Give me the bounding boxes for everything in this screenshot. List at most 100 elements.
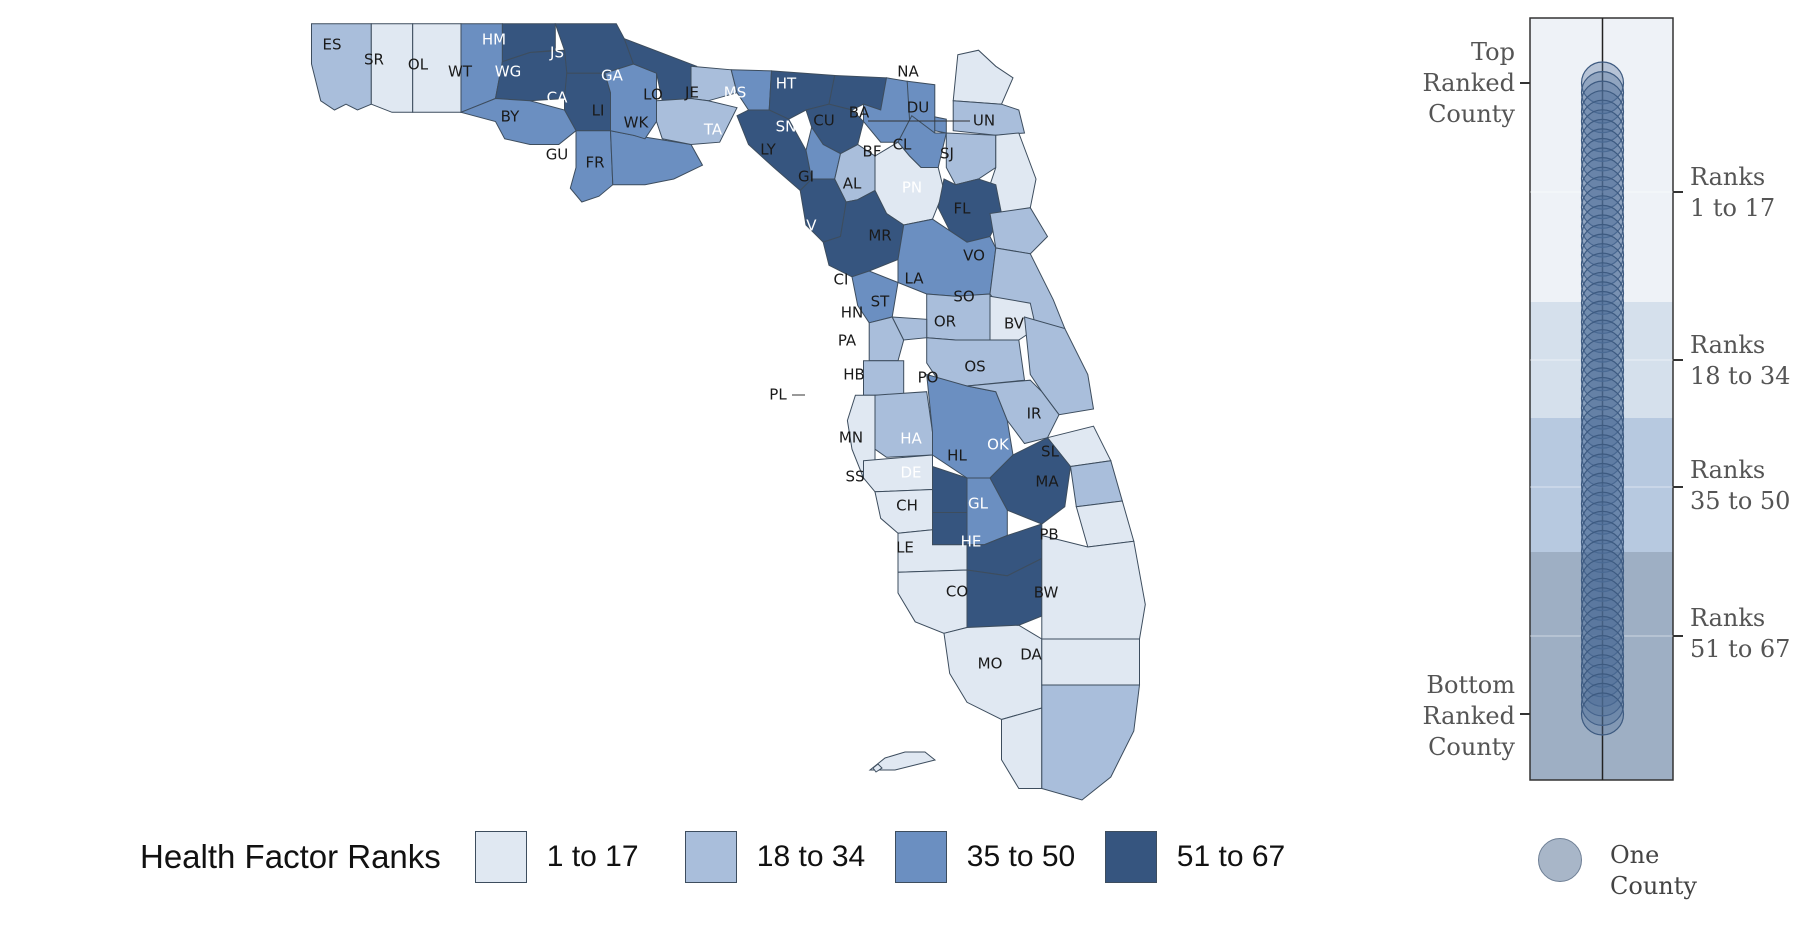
county-label-wg: WG [495,63,521,81]
legend-label-2: 18 to 34 [756,840,866,873]
county-label-ir: IR [1027,405,1042,423]
county-pb [1041,534,1146,640]
county-label-so: SO [953,288,974,306]
county-label-ms: MS [724,84,746,102]
county-label-ha: HA [900,430,922,448]
band-1-line-1: Ranks [1690,163,1766,191]
one-county-line-1: One [1610,841,1660,869]
county-label-mr: MR [868,227,891,245]
legend-swatch-4 [1104,831,1157,883]
county-label-pl: PL [769,386,787,404]
county-pa [863,360,905,396]
county-un [934,116,947,134]
legend-swatch-1 [474,831,527,883]
legend-swatch-3 [894,831,947,883]
bottom-ranked-label: Bottom Ranked County [1405,670,1516,763]
county-lv [822,189,905,278]
county-na [952,49,1014,105]
county-du [952,100,1026,136]
county-le [897,569,968,634]
legend-label-3: 35 to 50 [966,840,1076,873]
county-fl [989,207,1049,255]
county-mn [863,454,933,493]
county-label-st: ST [871,293,891,311]
county-label-ch: CH [896,497,918,515]
band-label-1: Ranks 1 to 17 [1690,162,1775,224]
county-rank-dot [1580,682,1625,727]
county-label-wt: WT [448,63,473,81]
county-label-da: DA [1020,646,1042,664]
county-label-na: NA [897,63,919,81]
county-label-es: ES [323,36,342,54]
map-legend: Health Factor Ranks 1 to 17 18 to 34 35 … [140,822,1315,892]
band-label-3: Ranks 35 to 50 [1690,455,1790,517]
strip-band-1 [1530,18,1673,302]
county-label-lv: LV [800,217,818,235]
county-label-gu: GU [546,146,569,164]
legend-title: Health Factor Ranks [140,838,441,875]
county-label-ol: OL [408,56,429,74]
county-label-js: JS [549,44,564,62]
one-county-line-2: County [1610,872,1697,900]
top-ranked-label: Top Ranked County [1405,37,1516,130]
band-label-2: Ranks 18 to 34 [1690,330,1790,392]
county-sr [370,23,414,113]
one-county-label: One County [1610,840,1697,902]
county-label-cl: CL [893,136,912,154]
band-4-line-1: Ranks [1690,604,1766,632]
county-by [459,97,577,145]
county-label-de: DE [900,464,921,482]
county-label-cu: CU [813,112,834,130]
county-or [926,337,1026,387]
county-label-wk: WK [624,114,650,132]
county-label-du: DU [907,99,930,117]
county-layer [311,23,1146,801]
band-4-line-2: 51 to 67 [1690,635,1791,663]
county-rank-dot [1580,692,1625,736]
county-da [1041,684,1141,801]
county-label-fl: FL [954,200,972,218]
county-label-hm: HM [482,31,506,49]
top-label-line-3: County [1428,100,1515,128]
county-label-bf: BF [863,143,882,161]
county-label-al: AL [843,175,862,193]
county-label-sj: SJ [940,145,954,163]
county-label-sl: SL [1041,443,1060,461]
county-label-by: BY [501,108,520,126]
top-label-line-1: Top [1471,38,1515,66]
county-label-ma: MA [1035,473,1059,491]
county-label-ba: BA [849,104,870,122]
county-label-hl: HL [947,447,967,465]
legend-item-1: 1 to 17 [474,831,663,883]
legend-label-4: 51 to 67 [1176,840,1286,873]
band-2-line-1: Ranks [1690,331,1766,359]
county-label-je: JE [684,84,699,102]
county-label-vo: VO [963,247,985,265]
county-label-pb: PB [1039,526,1058,544]
bottom-label-line-3: County [1428,733,1515,761]
county-label-pa: PA [838,332,857,350]
county-label-co: CO [946,583,968,601]
strip-band-3 [1530,418,1673,552]
county-label-ta: TA [703,121,723,139]
county-label-os: OS [964,358,985,376]
county-label-di: DI [760,183,776,201]
keys-island-1 [872,763,883,773]
band-1-line-2: 1 to 17 [1690,194,1776,222]
legend-item-2: 18 to 34 [684,831,873,883]
band-label-4: Ranks 51 to 67 [1690,603,1790,665]
county-label-li: LI [592,102,605,120]
rank-strip [1520,17,1683,781]
strip-frame [1529,17,1674,781]
county-label-or: OR [934,313,956,331]
county-label-bv: BV [1004,315,1025,333]
county-label-layer: ES SR OL WT HM JS WG CA BY GU FR LI GA LO WK JE MS HT TA SN… [323,31,1060,673]
county-label-ok: OK [987,436,1010,454]
county-label-ss: SS [845,468,864,486]
county-ma [1075,500,1135,548]
county-label-gi: GI [798,168,814,186]
legend-swatch-2 [684,831,737,883]
county-label-bw: BW [1034,584,1059,602]
county-label-ga: GA [601,67,624,85]
top-label-line-2: Ranked [1422,69,1516,97]
